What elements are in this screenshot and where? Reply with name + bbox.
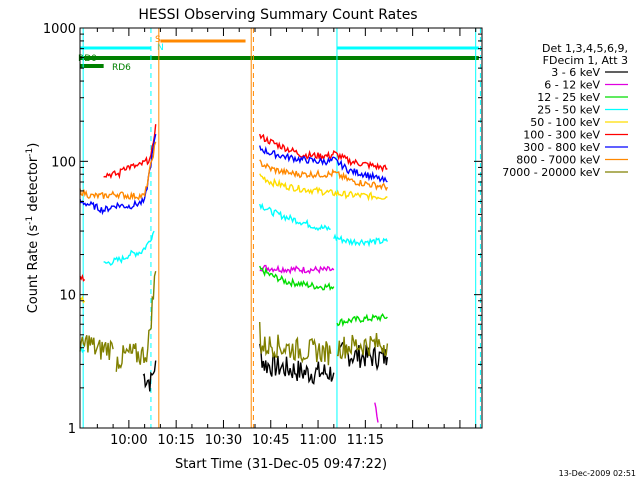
y-axis-label-sup1: -1 <box>25 216 35 225</box>
x-tick-label: 10:00 <box>110 433 147 448</box>
x-tick-label: 10:30 <box>205 433 242 448</box>
legend-entry-label: 12 - 25 keV <box>537 91 600 104</box>
series-line-segment <box>259 265 335 292</box>
legend-entry-label: 3 - 6 keV <box>551 66 600 79</box>
legend-entry-label: 7000 - 20000 keV <box>502 166 600 179</box>
x-tick-label: 11:00 <box>299 433 336 448</box>
legend-header: FDecim 1, Att 3 <box>543 54 628 67</box>
series-line-segment <box>79 141 157 201</box>
series-line-segment <box>142 360 157 392</box>
series-25to50keV <box>79 202 389 353</box>
series-12to25keV <box>259 265 388 328</box>
series-line-segment <box>115 271 157 372</box>
x-tick-label: 10:45 <box>252 433 289 448</box>
series-line-segment <box>259 264 335 275</box>
legend-header: Det 1,3,4,5,6,9, <box>542 42 628 55</box>
series-line-segment <box>79 295 86 304</box>
y-axis-label-sup2: -1 <box>25 148 35 157</box>
series-800to7000keV <box>79 141 389 201</box>
legend-entry-label: 300 - 800 keV <box>523 141 600 154</box>
y-tick-label: 1 <box>68 422 76 437</box>
series-line-segment <box>259 343 335 385</box>
flag-label-s: S <box>155 35 161 45</box>
series-6to12keV <box>259 264 379 423</box>
series-line-segment <box>333 233 389 248</box>
plot-frame <box>79 27 483 429</box>
x-tick-label: 10:15 <box>157 433 194 448</box>
series-line-segment <box>336 332 389 360</box>
y-axis-label-part3: ) <box>26 143 41 148</box>
y-tick-label: 1000 <box>43 22 76 37</box>
y-tick-label: 100 <box>51 155 76 170</box>
series-line-segment <box>259 202 331 232</box>
y-axis: 1 10 100 1000 <box>43 22 482 437</box>
flag-label-n: N <box>157 43 164 53</box>
series-line-segment <box>259 173 388 202</box>
legend-entry-label: 25 - 50 keV <box>537 104 600 117</box>
flag-label-rd0: RD0 <box>78 54 97 64</box>
series-300to800keV <box>79 133 388 216</box>
series-line-segment <box>259 321 332 366</box>
y-axis-label: Count Rate (s-1 detector-1) <box>25 143 41 314</box>
x-tick-label: 11:15 <box>347 433 384 448</box>
legend-entry-label: 50 - 100 keV <box>530 116 600 129</box>
series-line-segment <box>259 159 389 192</box>
plot-area: RD0 RD6 SN <box>78 28 481 428</box>
y-axis-label-part2: detector <box>26 156 41 216</box>
series-7000to20000keV <box>79 271 389 372</box>
series-line-segment <box>259 133 388 173</box>
series-100to300keV <box>79 124 388 282</box>
x-axis-label: Start Time (31-Dec-05 09:47:22) <box>175 457 387 472</box>
y-axis-label-part1: Count Rate (s <box>26 225 41 314</box>
legend-entry-label: 100 - 300 keV <box>523 129 600 142</box>
series-line-segment <box>79 133 157 216</box>
x-axis: 10:00 10:15 10:30 10:45 11:00 11:15 <box>96 28 477 448</box>
flag-label-rd6: RD6 <box>112 63 131 73</box>
series-line-segment <box>336 312 388 328</box>
series-line-segment <box>259 145 388 184</box>
series-line-segment <box>79 273 86 282</box>
series-line-segment <box>79 335 114 360</box>
legend-entry-label: 6 - 12 keV <box>544 79 600 92</box>
legend: Det 1,3,4,5,6,9,FDecim 1, Att 33 - 6 keV… <box>502 42 628 179</box>
legend-entry-label: 800 - 7000 keV <box>516 154 600 167</box>
series-line-segment <box>374 402 379 423</box>
series-line-segment <box>103 230 155 266</box>
series-line-segment <box>103 124 157 180</box>
y-tick-label: 10 <box>59 289 76 304</box>
chart-title: HESSI Observing Summary Count Rates <box>138 7 417 23</box>
footer-date: 13-Dec-2009 02:51 <box>559 469 636 478</box>
series-50to100keV <box>79 173 388 304</box>
